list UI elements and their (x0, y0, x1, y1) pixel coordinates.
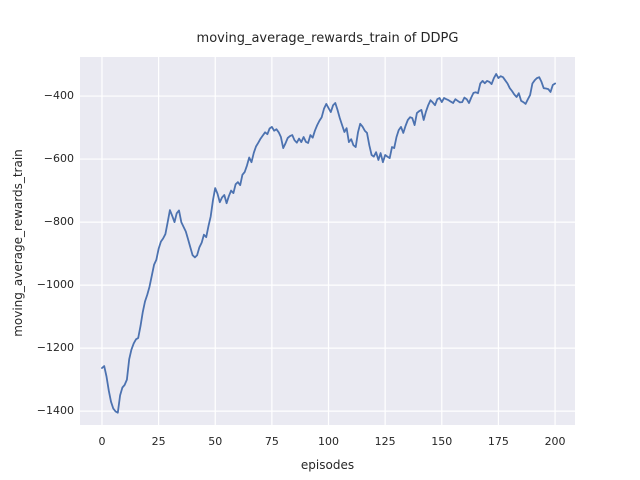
x-axis-label: episodes (300, 458, 355, 472)
x-tick-label: 25 (151, 435, 166, 448)
x-tick-label: 200 (544, 435, 566, 448)
x-tick-label: 175 (487, 435, 509, 448)
y-tick-label: −1000 (36, 278, 74, 292)
x-tick-label: 75 (264, 435, 279, 448)
data-line-series (101, 73, 556, 414)
plot-background (80, 57, 575, 425)
y-tick-label: −1400 (36, 404, 74, 418)
x-tick-label: 0 (98, 435, 106, 448)
chart-title: moving_average_rewards_train of DDPG (196, 31, 459, 46)
x-tick-label: 150 (431, 435, 453, 448)
y-tick-label: −400 (43, 89, 74, 103)
x-tick-label: 125 (374, 435, 396, 448)
y-axis-label: moving_average_rewards_train (11, 149, 25, 337)
y-tick-label: −800 (43, 215, 74, 229)
x-tick-label: 100 (318, 435, 340, 448)
y-tick-label: −1200 (36, 341, 74, 355)
x-tick-label: 50 (208, 435, 223, 448)
y-tick-label: −600 (43, 152, 74, 166)
